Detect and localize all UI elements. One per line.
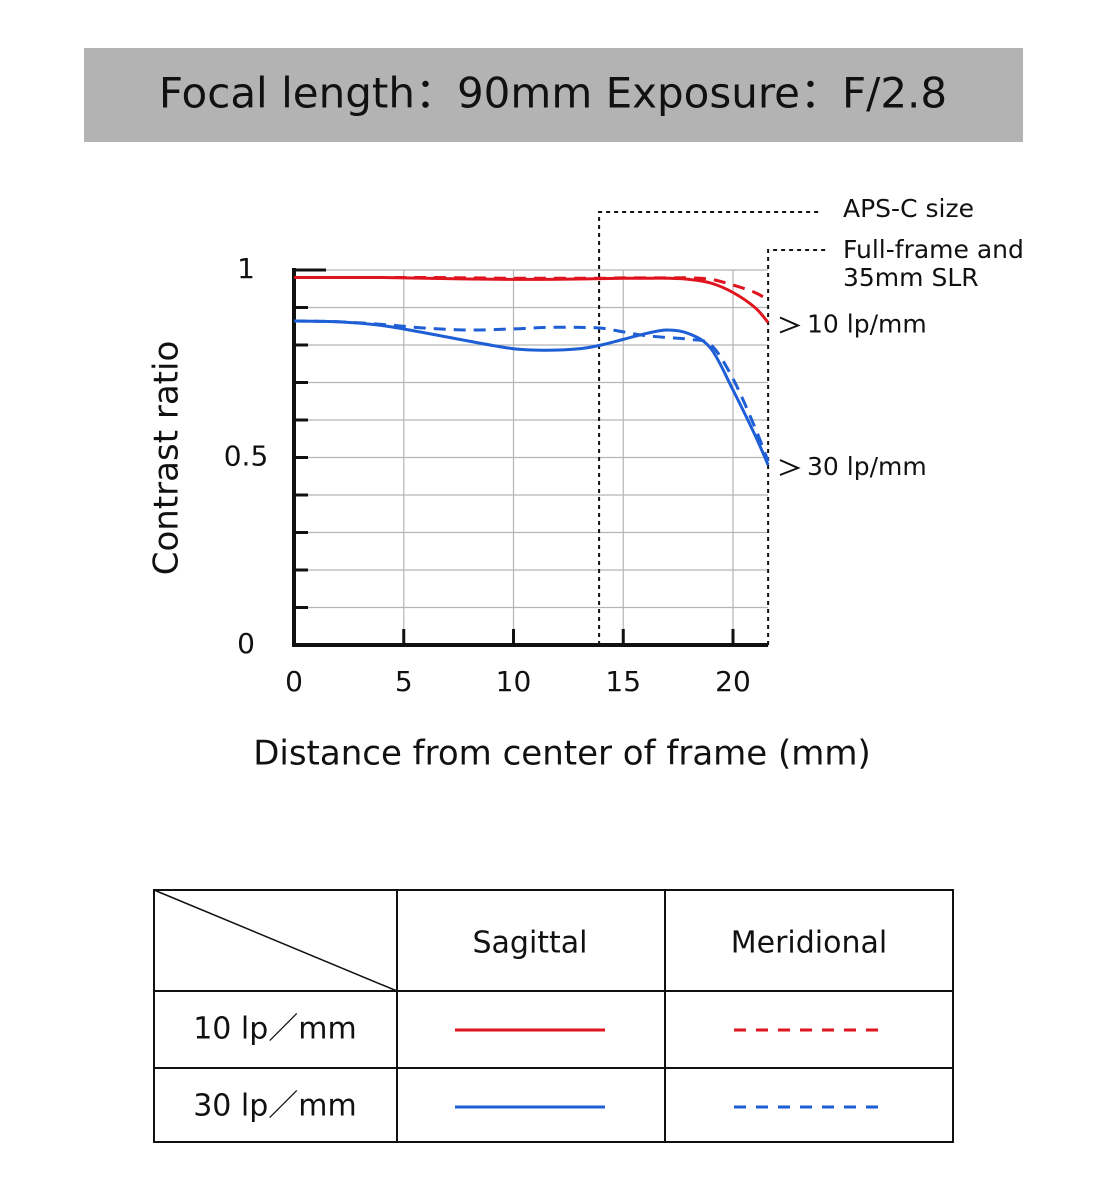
series-line bbox=[293, 319, 770, 462]
chart-title: Focal length：90mm Exposure：F/2.8 bbox=[159, 69, 947, 118]
x-axis-label: Distance from center of frame (mm) bbox=[253, 734, 871, 774]
line-label: 10 lp/mm bbox=[807, 310, 927, 339]
x-tick-label: 20 bbox=[715, 665, 751, 698]
y-tick-label: 1 bbox=[237, 252, 255, 285]
y-axis-label: Contrast ratio bbox=[147, 341, 187, 575]
y-tick-label: 0.5 bbox=[224, 440, 269, 473]
x-tick-label: 0 bbox=[285, 665, 303, 698]
x-tick-label: 15 bbox=[605, 665, 641, 698]
legend-table bbox=[153, 889, 954, 1143]
legend-row-header: 30 lp／mm bbox=[193, 1089, 357, 1124]
legend-column-header: Meridional bbox=[731, 926, 887, 961]
aps-c-marker bbox=[598, 211, 822, 645]
title-banner bbox=[84, 48, 1023, 142]
aps-c-label: APS-C size bbox=[843, 194, 974, 223]
legend-row-header: 10 lp／mm bbox=[193, 1012, 357, 1047]
series-line bbox=[293, 319, 770, 466]
line-label: 30 lp/mm bbox=[807, 452, 927, 481]
label-arrow bbox=[779, 316, 801, 334]
series-line bbox=[294, 275, 769, 302]
x-tick-label: 5 bbox=[395, 665, 413, 698]
series-line bbox=[294, 275, 770, 324]
full-frame-label: 35mm SLR bbox=[843, 263, 979, 292]
label-arrow bbox=[779, 459, 801, 476]
y-tick-label: 0 bbox=[237, 627, 255, 660]
legend-column-header: Sagittal bbox=[472, 926, 587, 961]
x-tick-label: 10 bbox=[496, 665, 532, 698]
full-frame-marker bbox=[767, 249, 826, 645]
full-frame-label: Full-frame and bbox=[843, 235, 1024, 264]
